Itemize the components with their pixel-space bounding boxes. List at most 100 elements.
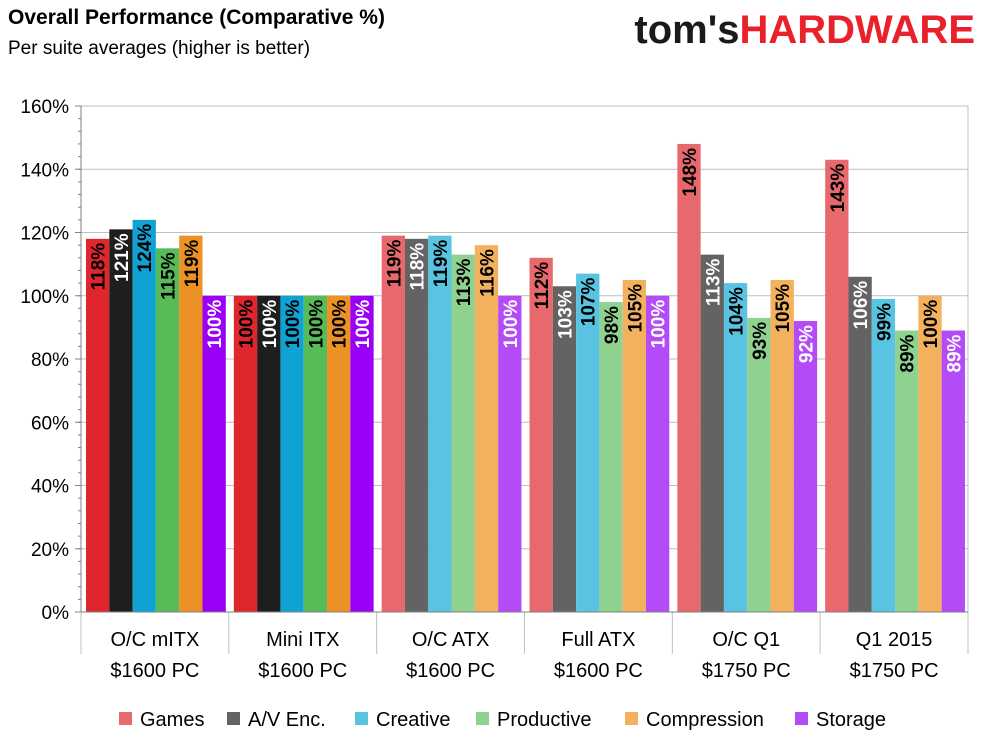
data-label: 116% bbox=[478, 249, 499, 297]
legend-label: Games bbox=[140, 709, 204, 731]
data-label: 100% bbox=[330, 300, 351, 349]
y-tick-label: 0% bbox=[42, 603, 70, 624]
data-label: 119% bbox=[431, 240, 452, 288]
data-label: 119% bbox=[384, 240, 405, 288]
data-label: 89% bbox=[898, 334, 919, 372]
x-category-label: Full ATX bbox=[561, 629, 635, 651]
legend-swatch bbox=[476, 712, 489, 725]
x-category-label: O/C ATX bbox=[412, 629, 489, 651]
chart-subtitle: Per suite averages (higher is better) bbox=[8, 38, 311, 59]
bar bbox=[871, 298, 896, 612]
bar bbox=[303, 295, 328, 612]
bar bbox=[233, 295, 258, 612]
bar bbox=[155, 248, 180, 612]
y-tick-label: 40% bbox=[31, 477, 69, 498]
chart-title: Overall Performance (Comparative %) bbox=[8, 6, 385, 29]
y-tick-label: 20% bbox=[31, 540, 69, 561]
data-label: 119% bbox=[182, 240, 203, 288]
bar bbox=[825, 159, 849, 612]
y-tick-label: 80% bbox=[31, 350, 69, 371]
bar bbox=[202, 295, 226, 612]
bar bbox=[529, 257, 553, 612]
data-label: 115% bbox=[159, 252, 180, 300]
legend-label: Storage bbox=[816, 709, 886, 731]
bar bbox=[700, 254, 724, 612]
data-label: 113% bbox=[703, 259, 724, 307]
data-label: 99% bbox=[874, 303, 895, 341]
bar bbox=[599, 302, 623, 612]
x-category-label-line2: $1600 PC bbox=[258, 660, 347, 682]
data-label: 103% bbox=[555, 290, 576, 339]
data-label: 148% bbox=[680, 148, 701, 197]
bar bbox=[451, 254, 475, 612]
bar bbox=[770, 279, 794, 612]
y-tick-label: 60% bbox=[31, 413, 69, 434]
logo-text-hardware: HARDWARE bbox=[739, 8, 975, 52]
data-label: 112% bbox=[532, 262, 553, 310]
bar bbox=[381, 235, 405, 612]
y-tick-label: 160% bbox=[20, 97, 69, 118]
bar bbox=[622, 279, 646, 612]
y-tick-label: 140% bbox=[20, 160, 69, 181]
legend-swatch bbox=[119, 712, 132, 725]
bar bbox=[576, 273, 600, 612]
data-label: 100% bbox=[649, 300, 670, 349]
data-label: 89% bbox=[944, 334, 965, 372]
data-label: 118% bbox=[408, 243, 429, 291]
bar bbox=[86, 238, 110, 612]
data-label: 98% bbox=[602, 306, 623, 344]
bar bbox=[428, 235, 452, 612]
legend-swatch bbox=[795, 712, 808, 725]
bar bbox=[723, 283, 748, 612]
x-category-label-line2: $1750 PC bbox=[850, 660, 939, 682]
bar bbox=[109, 229, 133, 612]
x-category-label-line2: $1600 PC bbox=[406, 660, 495, 682]
data-label: 100% bbox=[353, 300, 374, 349]
data-label: 106% bbox=[851, 281, 872, 330]
bar bbox=[918, 295, 942, 612]
data-label: 100% bbox=[283, 300, 304, 349]
legend-label: A/V Enc. bbox=[248, 709, 326, 731]
data-label: 100% bbox=[260, 300, 281, 349]
y-tick-label: 120% bbox=[20, 224, 69, 245]
bar bbox=[179, 235, 203, 612]
bar bbox=[404, 238, 429, 612]
data-label: 100% bbox=[306, 300, 327, 349]
bar bbox=[132, 219, 156, 612]
data-label: 113% bbox=[454, 259, 475, 307]
x-category-label: Q1 2015 bbox=[856, 629, 933, 651]
data-label: 100% bbox=[205, 300, 226, 349]
y-tick-label: 100% bbox=[20, 287, 69, 308]
bar bbox=[280, 295, 304, 612]
bar bbox=[327, 295, 351, 612]
legend-swatch bbox=[355, 712, 368, 725]
legend-label: Compression bbox=[646, 709, 764, 731]
data-label: 121% bbox=[112, 233, 133, 282]
x-category-label: O/C mITX bbox=[110, 629, 199, 651]
bar bbox=[646, 295, 670, 612]
x-category-label: O/C Q1 bbox=[712, 629, 780, 651]
bar bbox=[552, 286, 577, 612]
bar bbox=[257, 295, 281, 612]
logo: tom'sHARDWARE bbox=[634, 8, 975, 53]
bar bbox=[498, 295, 522, 612]
x-category-label-line2: $1750 PC bbox=[702, 660, 791, 682]
bar bbox=[350, 295, 374, 612]
x-category-label-line2: $1600 PC bbox=[554, 660, 643, 682]
bar bbox=[941, 330, 965, 612]
data-label: 105% bbox=[773, 284, 794, 333]
bar bbox=[848, 276, 872, 612]
bar bbox=[677, 143, 701, 612]
bar bbox=[793, 321, 818, 612]
logo-text-toms: tom's bbox=[634, 8, 740, 52]
x-category-label: Mini ITX bbox=[266, 629, 339, 651]
x-category-label-line2: $1600 PC bbox=[110, 660, 199, 682]
data-label: 105% bbox=[625, 284, 646, 333]
bar bbox=[474, 245, 499, 612]
bar bbox=[895, 330, 919, 612]
data-label: 124% bbox=[135, 224, 156, 273]
legend-label: Productive bbox=[497, 709, 592, 731]
legend-swatch bbox=[625, 712, 638, 725]
